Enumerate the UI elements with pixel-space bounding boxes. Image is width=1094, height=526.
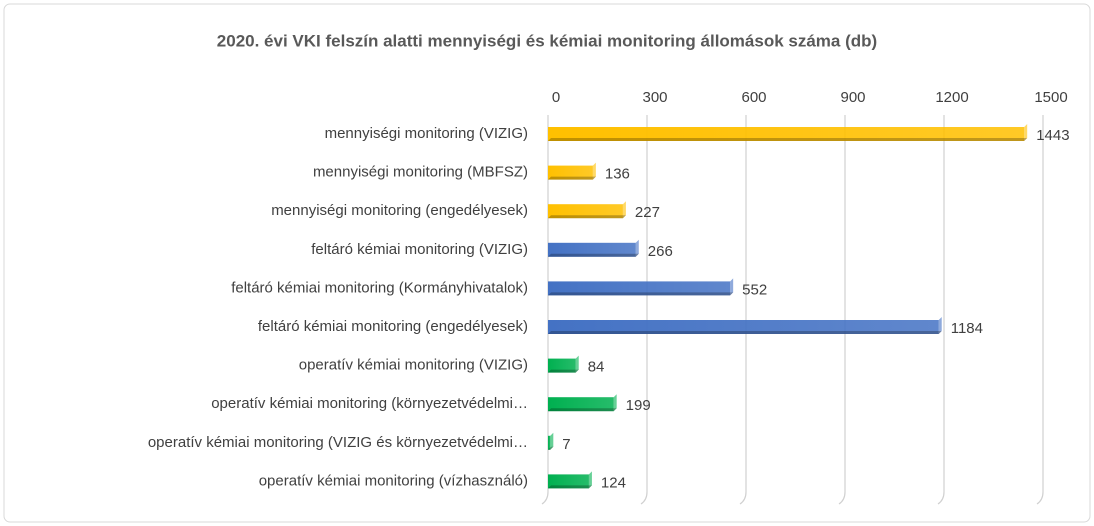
- y-tick-label: operatív kémiai monitoring (VIZIG): [299, 357, 528, 374]
- bar-bottom: [548, 253, 639, 257]
- bar-bottom: [548, 292, 734, 296]
- y-tick-label: mennyiségi monitoring (engedélyesek): [271, 202, 528, 219]
- x-tick-label: 1200: [935, 89, 968, 106]
- value-label: 7: [562, 436, 570, 453]
- grid-line: [1036, 115, 1044, 505]
- bar-side: [635, 239, 639, 257]
- bar-side: [592, 162, 596, 180]
- bar: [548, 320, 939, 334]
- y-tick-label: feltáró kémiai monitoring (engedélyesek): [258, 318, 528, 335]
- bar: [548, 358, 576, 373]
- value-label: 266: [648, 243, 673, 260]
- bar-side: [938, 317, 942, 334]
- bar: [548, 242, 636, 257]
- grid-line: [838, 115, 846, 505]
- bar-bottom: [548, 138, 1028, 141]
- bar-side: [622, 201, 626, 219]
- y-tick-label: feltáró kémiai monitoring (VIZIG): [311, 241, 528, 258]
- y-tick-label: operatív kémiai monitoring (vízhasználó): [259, 472, 528, 489]
- x-tick-label: 300: [642, 89, 667, 106]
- grid-line: [739, 115, 747, 505]
- bar: [548, 127, 1025, 141]
- bar: [548, 474, 589, 489]
- y-tick-label: operatív kémiai monitoring (VIZIG és kör…: [148, 434, 528, 451]
- bar-bottom: [548, 369, 579, 373]
- bar: [548, 435, 551, 450]
- chart-title: 2020. évi VKI felszín alatti mennyiségi …: [217, 31, 877, 50]
- value-label: 124: [601, 474, 626, 491]
- bar-bottom: [548, 446, 554, 450]
- bar-bottom: [548, 485, 592, 489]
- bar-side: [1024, 124, 1028, 141]
- bar-side: [575, 355, 579, 373]
- bar-side: [730, 278, 734, 296]
- bar: [548, 165, 593, 180]
- value-label: 227: [635, 204, 660, 221]
- y-tick-label: mennyiségi monitoring (VIZIG): [325, 125, 528, 142]
- bar-bottom: [548, 408, 617, 412]
- x-tick-label: 0: [552, 89, 560, 106]
- value-label: 1184: [951, 320, 983, 337]
- bar-bottom: [548, 331, 942, 334]
- y-tick-label: feltáró kémiai monitoring (Kormányhivata…: [231, 279, 528, 296]
- value-label: 199: [626, 397, 651, 414]
- bar-side: [550, 432, 554, 450]
- bar: [548, 204, 623, 219]
- grid-line: [937, 115, 945, 505]
- bar-side: [613, 394, 617, 412]
- bar: [548, 397, 614, 412]
- x-tick-label: 900: [840, 89, 865, 106]
- bar-side: [588, 471, 592, 489]
- value-label: 84: [588, 359, 605, 376]
- y-tick-label: mennyiségi monitoring (MBFSZ): [313, 164, 528, 181]
- grid-line: [541, 115, 549, 505]
- y-tick-label: operatív kémiai monitoring (környezetvéd…: [211, 395, 528, 412]
- bar-bottom: [548, 215, 626, 219]
- bar: [548, 281, 731, 296]
- x-tick-label: 600: [741, 89, 766, 106]
- x-tick-label: 1500: [1034, 89, 1067, 106]
- value-label: 552: [742, 281, 767, 298]
- value-label: 136: [605, 166, 630, 183]
- value-label: 1443: [1036, 127, 1069, 144]
- grid-line: [640, 115, 648, 505]
- bar-bottom: [548, 176, 596, 180]
